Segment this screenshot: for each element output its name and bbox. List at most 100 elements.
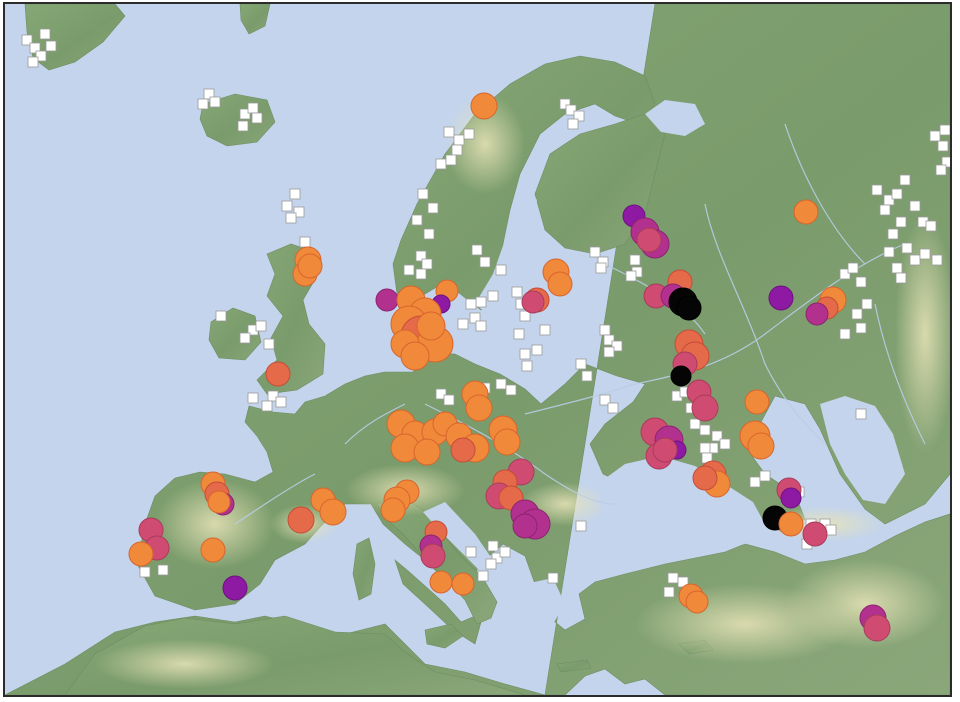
site-square-marker [935,164,947,176]
site-square-marker [603,334,615,346]
site-square-marker [861,298,873,310]
site-square-marker [531,344,543,356]
site-circle-marker-black [676,295,702,321]
site-square-marker [519,310,531,322]
svalbard-islands [239,4,271,35]
sardinia [352,537,376,601]
site-square-marker [559,98,571,110]
site-square-marker [539,324,551,336]
site-square-marker [891,188,903,200]
site-circle-marker-orange [207,490,231,514]
site-square-marker [567,118,579,130]
site-square-marker [29,42,41,54]
site-square-marker [825,524,837,536]
site-square-marker [495,378,507,390]
site-square-marker [251,112,263,124]
site-square-marker [855,408,867,420]
site-square-marker [475,296,487,308]
site-square-marker [925,220,937,232]
site-square-marker [203,88,215,100]
site-circle-marker-orange [128,541,154,567]
site-square-marker [263,338,275,350]
site-square-marker [239,108,251,120]
site-square-marker [491,552,503,564]
site-square-marker [887,228,899,240]
site-square-marker [839,328,851,340]
site-square-marker [855,276,867,288]
site-square-marker [479,256,491,268]
site-square-marker [667,572,679,584]
site-square-marker [39,28,51,40]
site-square-marker [937,140,949,152]
site-square-marker [573,110,585,122]
site-square-marker [469,312,481,324]
site-circle-marker-orange [685,590,709,614]
site-circle-marker-magenta [512,513,538,539]
site-circle-marker-purple [222,575,248,601]
site-square-marker [879,204,891,216]
site-square-marker [247,102,259,114]
adriatic-sea [423,502,497,574]
site-circle-marker-orange [470,92,498,120]
site-square-marker [427,202,439,214]
site-square-marker [281,200,293,212]
site-square-marker [411,214,423,226]
site-square-marker [485,558,497,570]
site-square-marker [589,246,601,258]
site-square-marker [699,442,711,454]
site-square-marker [689,418,701,430]
site-square-marker [471,244,483,256]
site-square-marker [607,402,619,414]
site-circle-marker-orange [200,537,226,563]
site-square-marker [465,546,477,558]
sicily [424,623,464,649]
site-square-marker [237,120,249,132]
site-square-marker [547,572,559,584]
site-square-marker [499,546,511,558]
site-circle-marker-purple [768,285,794,311]
site-square-marker [895,216,907,228]
site-square-marker [403,264,415,276]
site-square-marker [443,394,455,406]
site-square-marker [899,174,911,186]
inner-seas [423,100,905,624]
site-square-marker [209,96,221,108]
site-square-marker [759,470,771,482]
site-square-marker [629,254,641,266]
site-circle-marker-coral [450,437,476,463]
site-square-marker [599,324,611,336]
site-circle-marker-purple [780,487,802,509]
aegean-sea [525,578,565,624]
site-square-marker [939,124,950,136]
site-square-marker [239,332,251,344]
site-square-marker [415,250,427,262]
site-square-marker [599,394,611,406]
caspian-sea [820,396,905,504]
site-square-marker [267,390,279,402]
site-square-marker [891,262,903,274]
site-square-marker [475,320,487,332]
site-square-marker [435,158,447,170]
site-circle-marker-orange [319,498,347,526]
site-square-marker [487,540,499,552]
baltic-sea [475,182,545,322]
site-circle-marker-orange [793,199,819,225]
site-square-marker [215,310,227,322]
site-square-marker [417,188,429,200]
site-square-marker [909,200,921,212]
site-circle-marker-orange [400,341,430,371]
site-square-marker [931,254,943,266]
site-square-marker [513,328,525,340]
crete [556,659,592,673]
site-square-marker [625,270,637,282]
site-circle-marker-orange [465,394,493,422]
site-square-marker [575,358,587,370]
site-square-marker [477,570,489,582]
site-square-marker [505,384,517,396]
site-circle-marker-coral [265,361,291,387]
site-square-marker [435,388,447,400]
site-circle-marker-magenta [805,302,829,326]
site-square-marker [719,438,731,450]
site-square-marker [603,346,615,358]
site-circle-marker-orange [297,253,323,279]
